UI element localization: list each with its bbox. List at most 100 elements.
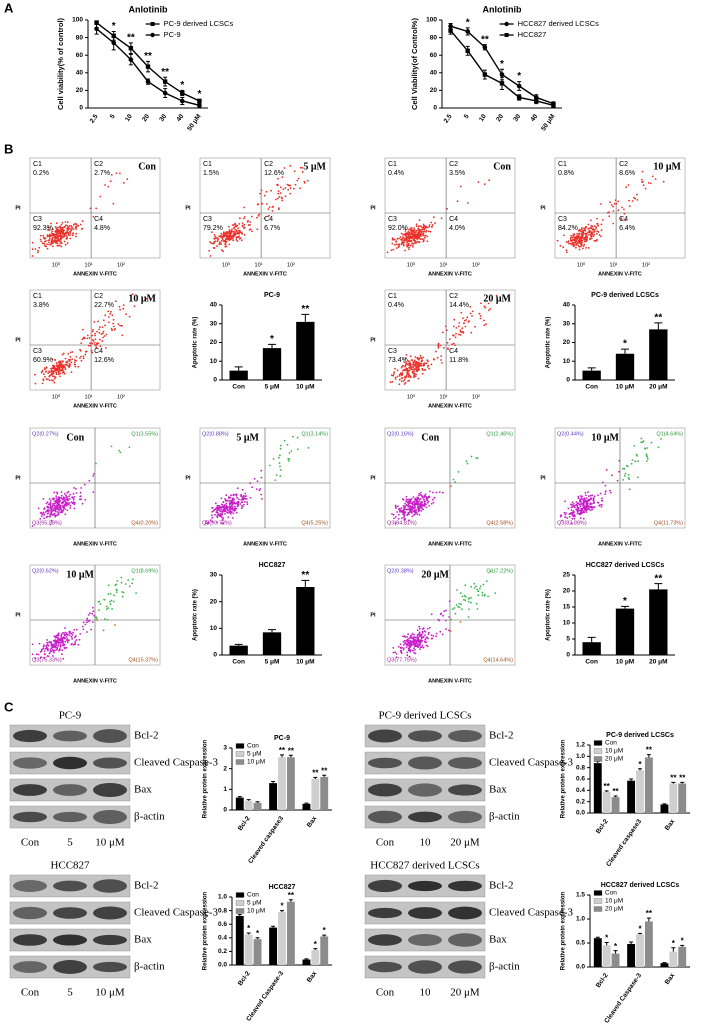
event-dot (583, 511, 586, 514)
event-dot (631, 459, 634, 461)
event-dot (425, 637, 427, 639)
event-dot (66, 491, 69, 494)
event-dot (592, 228, 594, 231)
event-dot (417, 361, 420, 364)
event-dot (113, 594, 116, 597)
significance: ** (301, 570, 309, 581)
event-dot (235, 225, 238, 228)
event-dot (75, 228, 78, 230)
event-dot (52, 372, 55, 375)
lane-label: Con (376, 987, 395, 999)
event-dot (241, 505, 244, 508)
event-dot (416, 635, 419, 638)
event-dot (234, 231, 236, 234)
event-dot (470, 331, 473, 334)
event-dot (609, 201, 611, 204)
event-dot (77, 365, 80, 368)
significance: * (517, 71, 521, 82)
event-dot (583, 238, 585, 241)
event-dot (422, 234, 425, 237)
event-dot (113, 325, 115, 328)
event-dot (92, 215, 95, 218)
event-dot (633, 196, 635, 199)
event-dot (50, 379, 53, 381)
event-dot (400, 232, 403, 235)
event-dot (624, 219, 626, 222)
legend-swatch (593, 898, 603, 904)
event-dot (478, 312, 481, 315)
x-axis-label: ANNEXIN V-FITC (598, 541, 642, 547)
error-bar (654, 583, 663, 590)
event-dot (43, 373, 45, 376)
event-dot (61, 226, 64, 229)
event-dot (418, 500, 420, 503)
event-dot (579, 503, 582, 506)
blot-row-label: Bcl-2 (489, 730, 513, 742)
event-dot (75, 235, 77, 238)
event-dot (596, 238, 598, 241)
quadrant-label: Q1(8.69%) (131, 568, 158, 574)
event-dot (583, 500, 585, 503)
event-dot (581, 229, 584, 232)
error-bar (680, 944, 685, 947)
event-dot (220, 508, 222, 511)
lane-label: 10 μM (95, 837, 125, 849)
event-dot (576, 237, 579, 240)
error-bar (621, 605, 629, 609)
significance: ** (646, 909, 653, 918)
y-axis-label: Apoptotic rate (%) (546, 589, 552, 641)
event-dot (57, 231, 60, 233)
event-dot (128, 585, 131, 588)
event-dot (571, 517, 574, 520)
event-dot (414, 497, 416, 500)
event-dot (98, 332, 101, 334)
error-bar (587, 367, 596, 371)
blot-band (448, 784, 482, 796)
event-dot (50, 232, 53, 234)
event-dot (599, 504, 601, 506)
blot-band (368, 783, 402, 797)
event-dot (64, 627, 66, 629)
event-dot (584, 236, 586, 239)
event-dot (296, 179, 299, 182)
event-dot (54, 500, 56, 503)
event-dot (446, 329, 448, 332)
event-dot (426, 235, 429, 238)
event-dot (64, 221, 67, 223)
event-dot (303, 182, 306, 184)
event-dot (69, 237, 72, 240)
bar (636, 934, 644, 967)
legend-swatch (593, 740, 603, 746)
y-tick-label: 60 (76, 52, 84, 59)
event-dot (425, 362, 428, 365)
event-dot (66, 503, 68, 506)
event-dot (93, 343, 96, 346)
event-dot (220, 522, 223, 525)
event-dot (237, 501, 240, 504)
event-dot (419, 225, 422, 228)
condition-label: 10 μM (128, 293, 156, 304)
event-dot (572, 510, 575, 512)
significance: ** (612, 787, 619, 796)
legend-marker (150, 32, 155, 38)
x-axis-label: ANNEXIN V-FITC (73, 541, 117, 547)
event-dot (573, 244, 576, 247)
event-dot (65, 238, 68, 240)
event-dot (589, 502, 592, 504)
event-dot (426, 226, 429, 229)
event-dot (424, 634, 426, 636)
event-dot (419, 498, 422, 500)
x-tick-label: Con (585, 659, 598, 666)
event-dot (392, 373, 395, 375)
event-dot (104, 324, 106, 327)
event-dot (586, 235, 588, 238)
event-dot (292, 435, 294, 438)
event-dot (209, 241, 211, 243)
event-dot (394, 378, 397, 380)
marker (482, 44, 488, 50)
event-dot (82, 625, 84, 628)
event-dot (442, 614, 444, 617)
event-dot (439, 344, 442, 347)
event-dot (409, 650, 412, 653)
event-dot (61, 368, 64, 370)
